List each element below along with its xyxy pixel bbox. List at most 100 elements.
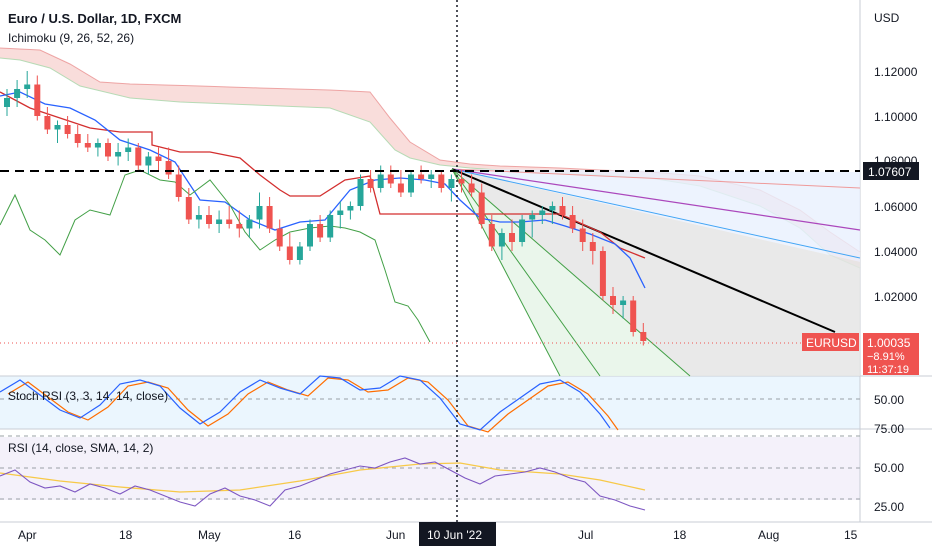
candle-body [448,179,455,188]
candle-body [216,219,223,224]
symbol-badge [802,333,859,351]
fan-line [451,168,861,231]
cursor-date-label: 10 Jun '22 [427,528,482,542]
candle-body [226,219,233,224]
candle-body [377,174,384,188]
candle-body [589,242,596,251]
candle-body [317,224,324,238]
candle-body [579,228,586,242]
stoch-d-line [7,377,619,433]
candle-body [74,134,81,143]
candle-body [246,219,253,229]
stoch-rsi-legend[interactable]: Stoch RSI (3, 3, 14, 14, close) [8,389,168,403]
candle-body [105,143,111,157]
fan-line [451,168,861,189]
time-tick: Aug [758,528,779,542]
ichimoku-legend[interactable]: Ichimoku (9, 26, 52, 26) [8,31,134,45]
currency-label: USD [874,11,900,25]
candle-body [529,215,536,220]
candle-body [408,174,414,193]
candle-body [115,152,122,157]
candle-body [630,300,637,332]
candle-body [145,156,152,166]
candle-body [135,147,142,166]
candle-body [387,174,394,184]
candlestick-series [4,71,647,346]
time-tick: May [198,528,221,542]
fan-zone-gray [452,169,860,376]
candle-body [206,215,212,224]
candle-body [610,296,616,305]
time-tick: 18 [673,528,687,542]
candle-body [175,174,182,197]
countdown-label: 11:37:19 [867,364,909,376]
candle-body [84,143,91,148]
stoch-tick: 75.00 [874,422,904,436]
rsi-tick: 50.00 [874,461,904,475]
stoch-k-line [0,375,611,431]
candle-body [569,215,576,229]
candle-body [488,224,495,247]
fan-line [451,168,861,259]
candle-body [256,206,263,220]
candle-body [276,228,283,247]
overlay-layer [0,0,860,522]
candle-body [337,210,344,215]
candle-body [397,183,404,193]
candle-body [34,84,41,116]
time-tick: 15 [844,528,858,542]
tenkan-sen [0,91,646,289]
candle-body [64,125,71,134]
candle-body [509,233,515,242]
fan-line [451,168,561,377]
price-tick: 1.02000 [874,290,918,304]
time-tick: Jun [386,528,405,542]
last-price-badge [863,333,919,375]
time-tick: Apr [18,528,37,542]
candle-body [54,125,61,130]
stoch-band [0,376,860,429]
candle-body [296,246,303,260]
price-tick: 1.10000 [874,110,918,124]
candle-body [559,206,566,215]
candle-body [14,89,21,98]
candle-body [236,224,243,229]
price-tick: 1.04000 [874,245,918,259]
candle-body [640,332,647,341]
candle-body [478,192,485,224]
time-tick: 16 [288,528,302,542]
candle-body [125,147,132,152]
time-tick: 18 [119,528,133,542]
candle-body [347,206,354,211]
oscillator-panels [0,375,646,511]
trend-line [451,168,836,333]
candle-body [458,179,465,184]
candle-body [165,161,172,175]
rsi-legend[interactable]: RSI (14, close, SMA, 14, 2) [8,441,153,455]
cursor-date-badge [419,522,496,546]
symbol-badge-label: EURUSD [806,336,857,350]
candle-body [266,206,273,229]
candle-body [195,215,202,220]
background-layer [0,0,932,523]
price-tick: 1.12000 [874,65,918,79]
symbol-title: Euro / U.S. Dollar, 1D, FXCM [8,11,181,26]
candle-body [367,179,374,188]
candle-body [468,183,475,193]
fan-line [451,168,691,377]
candle-body [24,84,31,89]
rsi-line [0,457,646,511]
candle-body [620,300,627,305]
fan-drawings [451,168,861,377]
candle-body [44,116,51,130]
candle-body [539,210,546,215]
chikou-span [0,169,431,343]
candle-body [438,174,445,188]
candle-body [327,215,334,238]
candle-body [286,246,293,260]
candle-body [549,206,556,211]
candle-body [307,224,313,247]
fan-line [451,168,601,377]
